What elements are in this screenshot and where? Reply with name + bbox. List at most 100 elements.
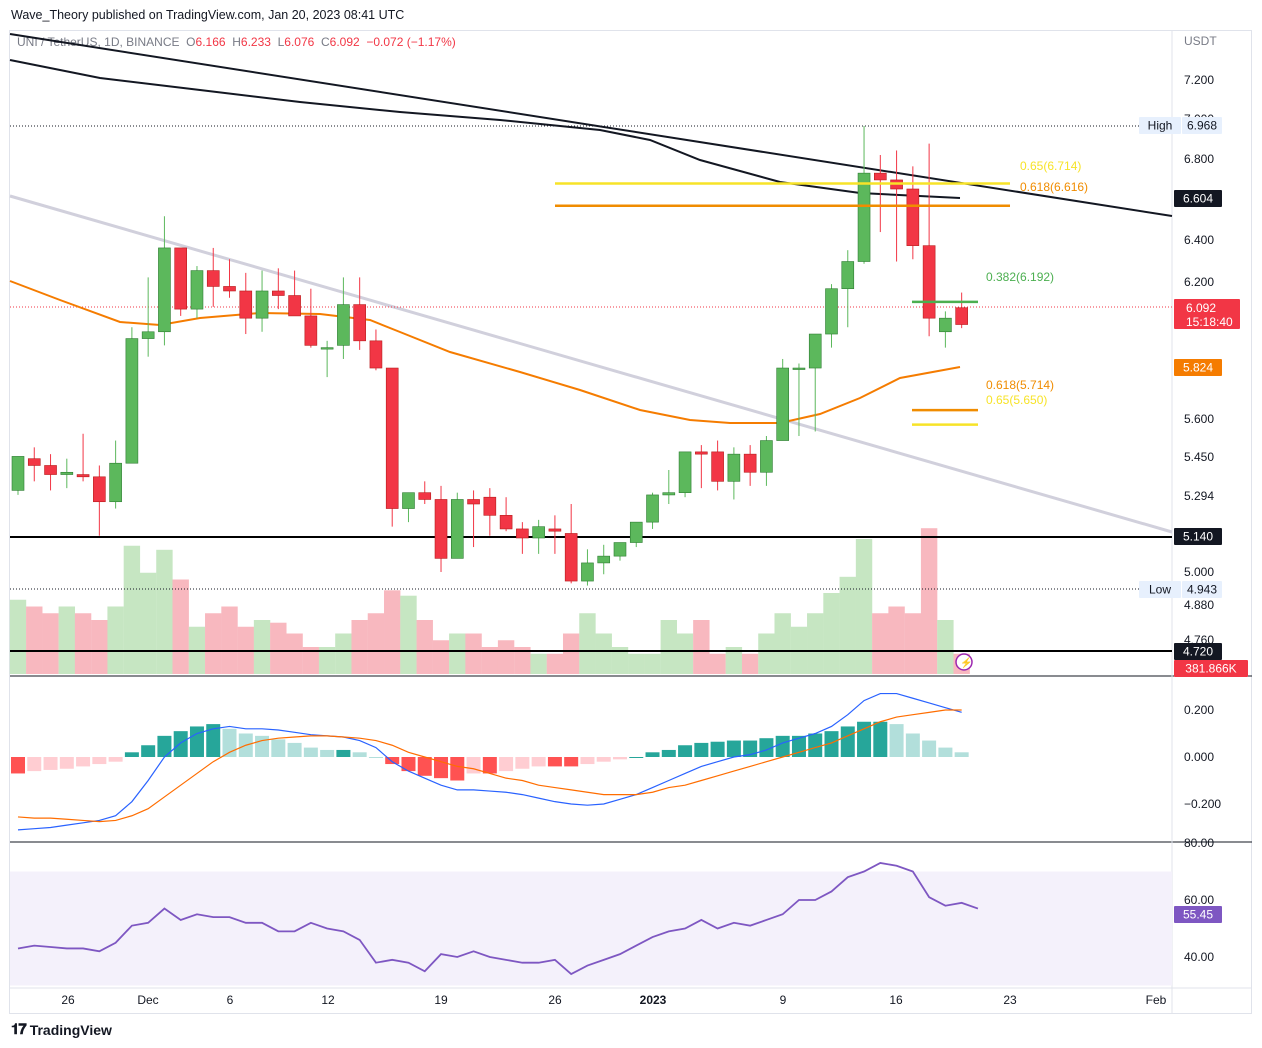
volume-bar [156, 549, 173, 674]
ma200-price-tag: 6.604 [1174, 190, 1222, 207]
macd-histogram-bar [255, 735, 270, 757]
candle-body [141, 331, 155, 339]
macd-histogram-bar [59, 757, 74, 769]
macd-histogram-bar [401, 757, 416, 772]
volume-bar [937, 620, 954, 674]
volume-bar [481, 647, 499, 674]
fib-level-label: 0.382(6.192) [986, 270, 1054, 284]
candle-body [564, 533, 578, 582]
macd-histogram-bar [743, 740, 758, 757]
time-tick-label: Dec [137, 993, 158, 1007]
countdown-value: 15:18:40 [1186, 315, 1233, 329]
candle-body [695, 451, 708, 455]
macd-histogram-bar [726, 740, 741, 757]
time-tick-label: 23 [1003, 993, 1017, 1007]
candle-body [60, 471, 74, 475]
candle-body [532, 526, 545, 539]
last-price-tag [1174, 299, 1240, 329]
candle-body [841, 261, 855, 290]
volume-bar [644, 653, 661, 674]
support-price-tag-text: 5.140 [1183, 530, 1213, 544]
fib-level-label: 0.618(5.714) [986, 378, 1054, 392]
volume-bar [123, 545, 141, 674]
price-tick-label: 6.400 [1184, 233, 1214, 247]
volume-bar [74, 613, 92, 674]
tradingview-brand[interactable]: 𝟏𝟕 TradingView [11, 1021, 112, 1038]
rsi-band [10, 871, 1172, 986]
candle-body [125, 338, 139, 464]
volume-tag-text: 381.866K [1185, 662, 1236, 676]
macd-histogram-bar [499, 757, 514, 772]
candle-body [434, 499, 448, 559]
candle-body [320, 347, 334, 350]
low-value-tag-text: 4.943 [1187, 583, 1217, 597]
candle-body [597, 555, 611, 564]
high-value-tag: 6.968 [1182, 117, 1222, 134]
volume-bar [855, 539, 873, 674]
volume-bar [514, 647, 531, 674]
candle-body [499, 515, 513, 530]
macd-histogram-bar [808, 733, 823, 757]
volume-bar [58, 606, 76, 674]
open-label: O [186, 35, 196, 49]
candle-body [109, 462, 122, 503]
high-label-tag-text: High [1148, 119, 1173, 133]
fib-level-label: 0.65(5.650) [986, 393, 1047, 407]
macd-histogram-bar [385, 757, 400, 765]
chart-frame [9, 30, 1252, 1014]
candle-body [272, 290, 285, 296]
volume-bar [416, 620, 433, 674]
volume-bar [888, 606, 905, 674]
volume-bar [172, 579, 189, 674]
low-value-tag: 4.943 [1182, 581, 1222, 598]
symbol-title[interactable]: UNI / TetherUS, 1D, BINANCE [17, 35, 180, 49]
candle-body [516, 528, 529, 539]
volume-bar [253, 620, 271, 674]
macd-histogram-bar [564, 757, 579, 767]
ma200-line [9, 59, 961, 199]
lightning-icon [955, 653, 973, 671]
volume-bar [709, 653, 726, 674]
volume-bar [839, 576, 856, 674]
volume-bar [286, 633, 303, 674]
macd-histogram-bar [938, 747, 953, 757]
volume-bar [221, 606, 238, 674]
candle-body [467, 499, 480, 505]
candle-body [711, 451, 724, 482]
volume-bar [774, 613, 791, 674]
brand-label: TradingView [29, 1021, 112, 1038]
macd-histogram-bar [759, 738, 774, 757]
candle-body [939, 317, 952, 333]
candle-body [825, 288, 838, 335]
ma-long-line [9, 33, 1173, 217]
ema-price-tag: 5.824 [1174, 359, 1222, 376]
high-label: H [232, 35, 241, 49]
macd-histogram-bar [189, 726, 204, 757]
macd-histogram-bar [76, 757, 91, 767]
last-price-tag-bg [1174, 299, 1240, 329]
candle-body [369, 340, 383, 369]
volume-bar [595, 633, 612, 674]
change-value: −0.072 (−1.17%) [366, 35, 456, 49]
volume-tag: 381.866K [1174, 660, 1248, 677]
time-tick-label: 6 [227, 993, 234, 1007]
time-tick-label: 26 [61, 993, 75, 1007]
low-value: 6.076 [284, 35, 315, 49]
macd-histogram-bar [27, 757, 42, 772]
macd-tick-label: 0.000 [1184, 750, 1214, 764]
candle-body [776, 367, 789, 441]
macd-histogram-bar [629, 757, 644, 758]
candle-body [613, 542, 627, 557]
macd-histogram-bar [580, 757, 595, 765]
volume-bar [693, 620, 710, 674]
support2-price-tag-bg [1174, 643, 1222, 660]
high-value-tag-bg [1182, 117, 1222, 134]
volume-bar [530, 653, 547, 674]
time-tick-label: 26 [548, 993, 562, 1007]
macd-histogram-bar [515, 757, 530, 769]
macd-tick-label: −0.200 [1184, 797, 1221, 811]
candle-body [808, 333, 822, 369]
candle-body [581, 562, 594, 582]
low-label-tag: Low [1139, 581, 1181, 598]
